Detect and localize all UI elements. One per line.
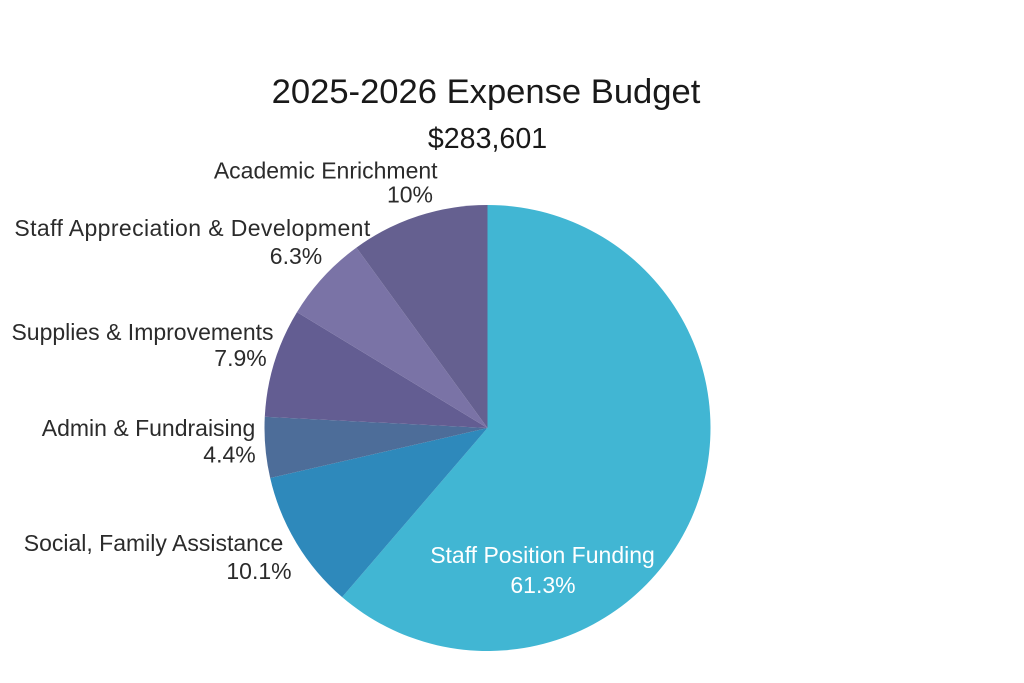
svg-text:10.1%: 10.1%: [226, 558, 291, 584]
svg-text:7.9%: 7.9%: [214, 345, 266, 371]
svg-text:6.3%: 6.3%: [270, 243, 322, 269]
svg-text:$283,601: $283,601: [428, 123, 547, 155]
svg-text:4.4%: 4.4%: [203, 442, 255, 468]
svg-text:Admin & Fundraising: Admin & Fundraising: [42, 415, 256, 441]
svg-text:61.3%: 61.3%: [510, 572, 575, 598]
svg-text:Supplies & Improvements: Supplies & Improvements: [11, 319, 273, 345]
svg-text:Academic Enrichment: Academic Enrichment: [214, 158, 438, 184]
svg-text:10%: 10%: [387, 182, 433, 208]
svg-text:Staff Appreciation & Developme: Staff Appreciation & Development: [14, 215, 371, 241]
svg-text:2025-2026 Expense Budget: 2025-2026 Expense Budget: [272, 73, 701, 111]
svg-text:Social, Family Assistance: Social, Family Assistance: [24, 530, 283, 556]
svg-text:Staff Position Funding: Staff Position Funding: [430, 542, 655, 568]
